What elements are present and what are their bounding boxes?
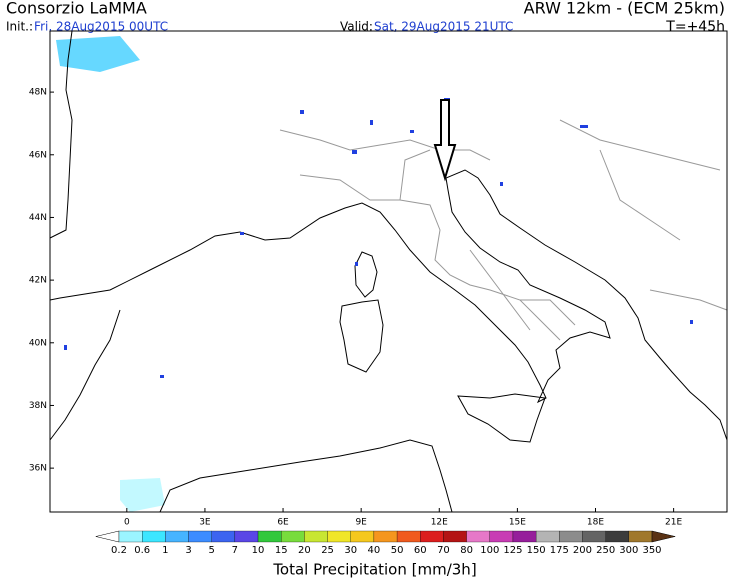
corsica — [354, 251, 378, 298]
init-time: Fri, 28Aug2015 00UTC — [34, 20, 168, 34]
border — [559, 119, 728, 311]
colorbar-box — [466, 530, 490, 543]
colorbar-box — [142, 530, 166, 543]
colorbar-box — [535, 530, 560, 543]
colorbar-label: 25 — [321, 545, 334, 556]
colorbar-label: 0.6 — [134, 545, 150, 556]
colorbar-box — [605, 530, 629, 543]
colorbar-label: 125 — [503, 545, 522, 556]
lat-tick-label: 44N — [29, 213, 47, 223]
colorbar-label: 60 — [414, 545, 427, 556]
colorbar-under — [95, 530, 120, 543]
lon-tick-label: 21E — [665, 518, 682, 528]
colorbar-label: 1 — [162, 545, 168, 556]
coastline — [49, 309, 121, 441]
lat-tick-label: 46N — [29, 150, 47, 160]
sardinia — [339, 299, 384, 373]
forecast-step: T=+45h — [665, 19, 725, 35]
map-frame — [49, 30, 728, 513]
colorbar-box — [373, 530, 398, 543]
colorbar-box — [327, 530, 351, 543]
lat-tick-label: 48N — [29, 88, 47, 98]
precip-area — [120, 478, 165, 512]
coastline — [49, 169, 728, 441]
valid-time: Sat, 29Aug2015 21UTC — [374, 20, 513, 34]
precip-area — [56, 36, 140, 72]
arrow — [433, 99, 457, 182]
lat-tick-label: 36N — [29, 464, 47, 474]
right-title: ARW 12km - (ECM 25km) — [524, 0, 725, 18]
colorbar-box — [281, 530, 305, 543]
colorbar-over — [651, 530, 676, 543]
colorbar-box — [489, 530, 514, 543]
colorbar-label: 5 — [209, 545, 215, 556]
left-title: Consorzio LaMMA — [6, 0, 147, 18]
lon-tick-label: 12E — [431, 518, 448, 528]
colorbar-box — [582, 530, 606, 543]
colorbar-box — [118, 530, 143, 543]
colorbar-label: 300 — [619, 545, 638, 556]
lat-tick-label: 38N — [29, 401, 47, 411]
colorbar-label: 40 — [368, 545, 381, 556]
colorbar-label: 30 — [344, 545, 357, 556]
sicily — [457, 393, 546, 443]
colorbar-box — [559, 530, 583, 543]
map — [49, 30, 728, 513]
colorbar-box — [443, 530, 467, 543]
lon-tick-label: 18E — [587, 518, 604, 528]
colorbar-box — [257, 530, 282, 543]
init-label: Init.: — [6, 20, 33, 34]
lon-tick-label: 3E — [199, 518, 211, 528]
valid-label: Valid: — [340, 20, 373, 34]
colorbar-title: Total Precipitation [mm/3h] — [272, 561, 476, 579]
colorbar-box — [396, 530, 421, 543]
colorbar-box — [350, 530, 375, 543]
colorbar-box — [420, 530, 444, 543]
colorbar-label: 150 — [527, 545, 546, 556]
colorbar-label: 10 — [252, 545, 265, 556]
colorbar-label: 50 — [391, 545, 404, 556]
colorbar-label: 175 — [550, 545, 569, 556]
colorbar-box — [304, 530, 328, 543]
lon-tick-label: 6E — [277, 518, 289, 528]
colorbar-box — [234, 530, 259, 543]
colorbar-box — [188, 530, 212, 543]
colorbar-label: 100 — [480, 545, 499, 556]
coastline — [49, 30, 73, 239]
colorbar-box — [211, 530, 236, 543]
colorbar-label: 350 — [642, 545, 661, 556]
lon-tick-label: 15E — [509, 518, 526, 528]
precip-specks — [64, 98, 693, 378]
lon-tick-label: 0 — [124, 518, 130, 528]
colorbar-label: 200 — [573, 545, 592, 556]
colorbar-label: 15 — [275, 545, 288, 556]
coastline — [159, 439, 453, 513]
colorbar-label: 7 — [232, 545, 238, 556]
colorbar-box — [512, 530, 537, 543]
colorbar-label: 0.2 — [111, 545, 127, 556]
colorbar-label: 70 — [437, 545, 450, 556]
colorbar-label: 3 — [185, 545, 191, 556]
lat-tick-label: 42N — [29, 276, 47, 286]
colorbar-label: 250 — [596, 545, 615, 556]
border — [279, 129, 576, 341]
lat-tick-label: 40N — [29, 338, 47, 348]
colorbar-label: 20 — [298, 545, 311, 556]
lon-tick-label: 9E — [355, 518, 367, 528]
colorbar-box — [165, 530, 189, 543]
colorbar-label: 80 — [460, 545, 473, 556]
colorbar-box — [628, 530, 653, 543]
